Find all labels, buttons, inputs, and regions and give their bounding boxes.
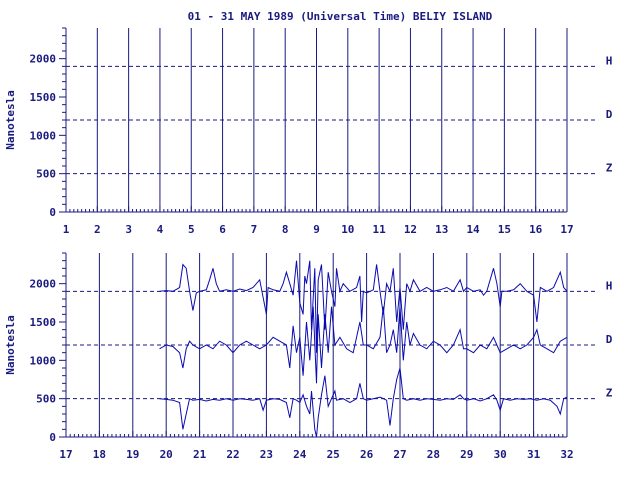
component-label-z: Z — [606, 162, 613, 175]
y-tick-label: 0 — [49, 431, 56, 444]
x-tick-label: 9 — [313, 223, 320, 236]
x-tick-label: 6 — [219, 223, 226, 236]
x-tick-label: 23 — [260, 448, 273, 461]
x-tick-label: 10 — [341, 223, 354, 236]
chart-title: 01 - 31 MAY 1989 (Universal Time) BELIY … — [188, 10, 493, 23]
x-tick-label: 22 — [226, 448, 239, 461]
component-label-h: H — [606, 279, 613, 292]
x-tick-label: 13 — [435, 223, 448, 236]
x-tick-label: 27 — [393, 448, 406, 461]
y-tick-label: 2000 — [30, 53, 57, 66]
series-d — [159, 306, 568, 384]
x-tick-label: 21 — [193, 448, 207, 461]
x-tick-label: 5 — [188, 223, 195, 236]
y-axis-label: Nanotesla — [4, 315, 17, 375]
panel-lower: 17 18 19 20 21 22 23 24 25 26 27 28 29 30 31 32 0 500 1000… — [4, 252, 613, 461]
x-tick-label: 8 — [282, 223, 289, 236]
x-tick-label: 28 — [427, 448, 440, 461]
x-tick-label: 2 — [94, 223, 101, 236]
x-tick-label: 30 — [494, 448, 507, 461]
x-tick-label: 26 — [360, 448, 374, 461]
component-label-d: D — [606, 333, 613, 346]
x-tick-label: 24 — [293, 448, 307, 461]
component-label-z: Z — [606, 387, 613, 400]
y-tick-label: 1000 — [30, 354, 57, 367]
x-tick-label: 31 — [527, 448, 541, 461]
panel-upper: 1 2 3 4 5 6 7 8 9 10 11 12 13 14 15 16 17050010001500200… — [4, 27, 613, 236]
x-tick-label: 12 — [404, 223, 417, 236]
x-tick-label: 25 — [327, 448, 340, 461]
x-tick-label: 15 — [498, 223, 511, 236]
component-label-d: D — [606, 108, 613, 121]
x-tick-label: 14 — [466, 223, 480, 236]
component-label-h: H — [606, 54, 613, 67]
x-tick-label: 20 — [160, 448, 173, 461]
x-tick-label: 4 — [157, 223, 164, 236]
y-tick-label: 500 — [36, 393, 56, 406]
y-tick-label: 2000 — [30, 278, 57, 291]
y-tick-label: 1000 — [30, 129, 57, 142]
y-axis-label: Nanotesla — [4, 90, 17, 150]
x-tick-label: 18 — [93, 448, 106, 461]
y-tick-label: 0 — [49, 206, 56, 219]
series-z — [159, 367, 568, 438]
x-tick-label: 32 — [560, 448, 573, 461]
x-tick-label: 29 — [460, 448, 473, 461]
series-h — [159, 260, 568, 353]
x-tick-label: 3 — [125, 223, 132, 236]
x-tick-label: 11 — [373, 223, 387, 236]
y-tick-label: 1500 — [30, 91, 57, 104]
x-tick-label: 17 — [59, 448, 72, 461]
y-tick-label: 500 — [36, 168, 56, 181]
x-tick-label: 7 — [251, 223, 258, 236]
y-tick-label: 1500 — [30, 316, 57, 329]
x-tick-label: 17 — [560, 223, 573, 236]
x-tick-label: 1 — [63, 223, 70, 236]
x-tick-label: 19 — [126, 448, 139, 461]
x-tick-label: 16 — [529, 223, 543, 236]
